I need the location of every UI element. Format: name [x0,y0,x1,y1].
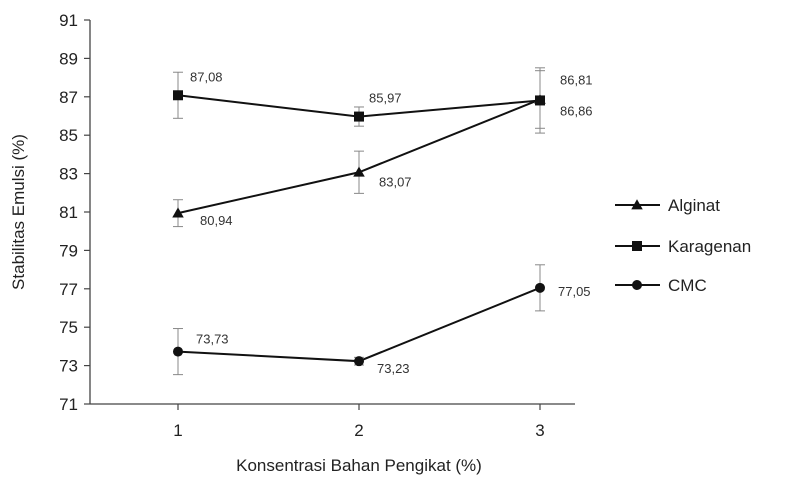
data-label-karagenan: 87,08 [190,69,223,84]
legend-item-alginat: Alginat [615,196,720,215]
y-tick-label: 79 [59,241,78,260]
legend-item-cmc: CMC [615,276,707,295]
data-point-cmc [173,346,183,357]
legend-label: CMC [668,276,707,295]
y-tick-label: 71 [59,395,78,414]
y-tick-label: 91 [59,11,78,30]
x-tick-label: 3 [535,421,544,440]
plot-area [172,67,546,376]
legend-marker-cmc [632,280,642,290]
y-tick-label: 75 [59,318,78,337]
axes [89,20,575,405]
data-point-cmc [535,282,545,293]
legend-marker-alginat [631,199,643,210]
data-point-karagenan [354,111,364,122]
data-point-alginat [353,166,365,177]
x-tick-label: 1 [173,421,182,440]
data-label-cmc: 73,73 [196,332,229,347]
legend-label: Karagenan [668,237,751,256]
series-karagenan [173,67,545,134]
data-label-cmc: 77,05 [558,284,591,299]
data-point-karagenan [173,90,183,101]
y-ticks: 71 73 75 77 79 81 83 85 87 89 91 [59,11,90,414]
legend-marker-karagenan [632,241,642,251]
series-alginat [172,70,546,228]
y-tick-label: 83 [59,165,78,184]
data-label-alginat: 80,94 [200,213,233,228]
data-label-cmc: 73,23 [377,361,410,376]
data-label-alginat: 86,86 [560,103,593,118]
y-tick-label: 77 [59,280,78,299]
y-tick-label: 89 [59,49,78,68]
series-line-cmc [177,286,541,363]
data-label-karagenan: 85,97 [369,91,402,106]
y-tick-label: 73 [59,357,78,376]
legend-label: Alginat [668,196,720,215]
data-point-alginat [172,207,184,218]
legend-item-karagenan: Karagenan [615,237,751,256]
legend: Alginat Karagenan CMC [615,196,751,295]
y-axis-title: Stabilitas Emulsi (%) [9,134,28,290]
data-labels: 80,94 83,07 86,86 87,08 85,97 86,81 73,73 73,23… [190,69,593,376]
x-ticks: 1 2 3 [173,404,545,440]
x-axis-title: Konsentrasi Bahan Pengikat (%) [236,456,482,475]
data-point-karagenan [535,95,545,106]
y-tick-label: 81 [59,203,78,222]
series-cmc [173,264,545,376]
data-label-alginat: 83,07 [379,174,412,189]
data-point-cmc [354,356,364,367]
y-tick-label: 85 [59,126,78,145]
data-label-karagenan: 86,81 [560,72,593,87]
x-tick-label: 2 [354,421,363,440]
y-tick-label: 87 [59,88,78,107]
